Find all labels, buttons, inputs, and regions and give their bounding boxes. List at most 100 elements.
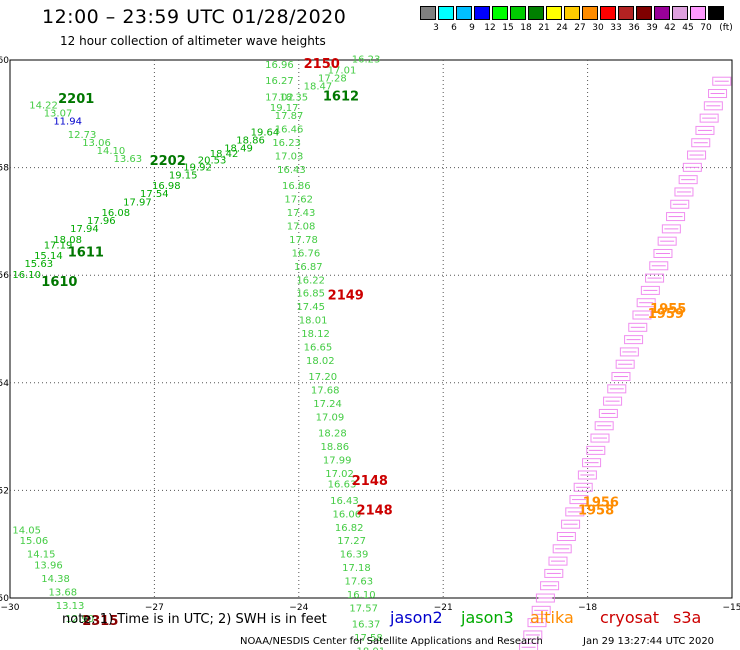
time-label: 1611 bbox=[68, 245, 104, 260]
wave-height-label: 17.02 bbox=[265, 92, 294, 103]
legend-swatch bbox=[528, 6, 544, 20]
legend-swatch bbox=[654, 6, 670, 20]
s3a-track-mark bbox=[657, 236, 677, 246]
wave-height-label: 17.57 bbox=[349, 603, 378, 614]
s3a-track-mark bbox=[653, 248, 673, 258]
wave-height-label: 18.35 bbox=[280, 92, 309, 103]
legend-label: 33 bbox=[610, 23, 622, 33]
s3a-track-mark bbox=[636, 298, 656, 308]
wave-height-label: 17.54 bbox=[140, 189, 169, 200]
wave-height-label: 18.12 bbox=[301, 329, 330, 340]
wave-height-label: 19.92 bbox=[183, 162, 212, 173]
s3a-track-mark bbox=[708, 89, 728, 99]
color-legend: 3 6 9 12 15 18 21 24 27 30 33 36 39 42 45 70 (ft) bbox=[420, 6, 733, 40]
legend-swatch bbox=[708, 6, 724, 20]
s3a-track-mark bbox=[556, 532, 576, 542]
wave-height-label: 18.91 bbox=[357, 646, 386, 650]
s3a-track-mark bbox=[645, 273, 665, 283]
legend-swatch bbox=[546, 6, 562, 20]
wave-height-label: 17.87 bbox=[275, 111, 304, 122]
time-label: 1612 bbox=[323, 89, 359, 104]
s3a-track-mark bbox=[687, 150, 707, 160]
legend-label: 15 bbox=[502, 23, 514, 33]
s3a-track-mark bbox=[611, 372, 631, 382]
s3a-track-mark bbox=[691, 138, 711, 148]
s3a-track-mark bbox=[712, 76, 732, 86]
wave-height-label: 16.86 bbox=[282, 181, 311, 192]
legend-label: 30 bbox=[592, 23, 604, 33]
wave-height-label: 16.10 bbox=[347, 590, 376, 601]
s3a-track-mark bbox=[678, 175, 698, 185]
wave-height-label: 20.53 bbox=[198, 155, 227, 166]
wave-height-label: 17.45 bbox=[296, 302, 325, 313]
wave-height-label: 18.42 bbox=[210, 149, 239, 160]
wave-height-label: 11.94 bbox=[53, 117, 82, 128]
lat-tick-label: 60 bbox=[0, 56, 9, 66]
satellite-label-cryosat: cryosat bbox=[600, 608, 660, 627]
wave-height-label: 17.18 bbox=[342, 563, 371, 574]
legend-swatch bbox=[672, 6, 688, 20]
legend-swatch bbox=[438, 6, 454, 20]
wave-height-label: 16.85 bbox=[296, 289, 325, 300]
wave-height-label: 17.63 bbox=[345, 577, 374, 588]
wave-height-label: 18.08 bbox=[53, 235, 82, 246]
wave-height-label: 16.43 bbox=[330, 496, 359, 507]
time-label: 2150 bbox=[304, 57, 340, 72]
wave-height-label: 17.97 bbox=[123, 197, 152, 208]
time-label: 1956 bbox=[583, 496, 619, 511]
wave-height-label: 17.96 bbox=[87, 216, 116, 227]
s3a-track-mark bbox=[703, 101, 723, 111]
wave-height-label: 16.46 bbox=[275, 125, 304, 136]
time-label: 1959 bbox=[648, 307, 684, 322]
wave-height-label: 17.27 bbox=[337, 536, 366, 547]
wave-height-label: 18.49 bbox=[224, 143, 253, 154]
wave-height-label: 16.23 bbox=[272, 138, 301, 149]
s3a-track-mark bbox=[540, 581, 560, 591]
s3a-track-mark bbox=[603, 396, 623, 406]
wave-height-label: 16.82 bbox=[335, 523, 364, 534]
s3a-track-mark bbox=[661, 224, 681, 234]
s3a-track-mark bbox=[682, 162, 702, 172]
wave-height-label: 17.62 bbox=[284, 195, 313, 206]
legend-label: 27 bbox=[574, 23, 586, 33]
wave-height-label: 17.68 bbox=[311, 386, 340, 397]
wave-height-label: 16.63 bbox=[328, 480, 357, 491]
wave-height-label: 13.63 bbox=[113, 154, 142, 165]
s3a-track-mark bbox=[598, 408, 618, 418]
wave-height-label: 14.05 bbox=[12, 525, 41, 536]
wave-height-label: 17.03 bbox=[275, 152, 304, 163]
time-label: 2201 bbox=[58, 92, 94, 107]
wave-height-label: 15.14 bbox=[34, 251, 63, 262]
s3a-track-mark bbox=[523, 630, 543, 640]
s3a-track-mark bbox=[649, 261, 669, 271]
s3a-track-mark bbox=[552, 544, 572, 554]
wave-height-label: 17.20 bbox=[308, 372, 337, 383]
legend-swatch bbox=[564, 6, 580, 20]
s3a-track-mark bbox=[699, 113, 719, 123]
satellite-label-jason3: jason3 bbox=[461, 608, 514, 627]
wave-height-label: 16.27 bbox=[265, 76, 294, 87]
s3a-track-mark bbox=[594, 421, 614, 431]
wave-height-label: 16.22 bbox=[296, 275, 325, 286]
lat-tick-label: 52 bbox=[0, 486, 9, 496]
s3a-track-mark bbox=[573, 482, 593, 492]
wave-height-label: 14.22 bbox=[29, 100, 58, 111]
lon-tick-label: −21 bbox=[434, 603, 453, 613]
wave-height-label: 18.28 bbox=[318, 429, 347, 440]
s3a-track-mark bbox=[527, 618, 547, 628]
legend-swatch bbox=[582, 6, 598, 20]
satellite-label-altika: altika bbox=[530, 608, 574, 627]
s3a-track-mark bbox=[565, 507, 585, 517]
legend-swatch bbox=[600, 6, 616, 20]
s3a-track-mark bbox=[582, 458, 602, 468]
legend-swatch bbox=[420, 6, 436, 20]
s3a-track-mark bbox=[586, 445, 606, 455]
wave-height-label: 16.87 bbox=[294, 262, 323, 273]
lon-tick-label: −18 bbox=[578, 603, 597, 613]
legend-swatch bbox=[474, 6, 490, 20]
wave-height-label: 17.24 bbox=[313, 399, 342, 410]
wave-height-label: 15.63 bbox=[24, 259, 53, 270]
legend-swatch bbox=[618, 6, 634, 20]
legend-label: 21 bbox=[538, 23, 550, 33]
legend-label: 18 bbox=[520, 23, 532, 33]
